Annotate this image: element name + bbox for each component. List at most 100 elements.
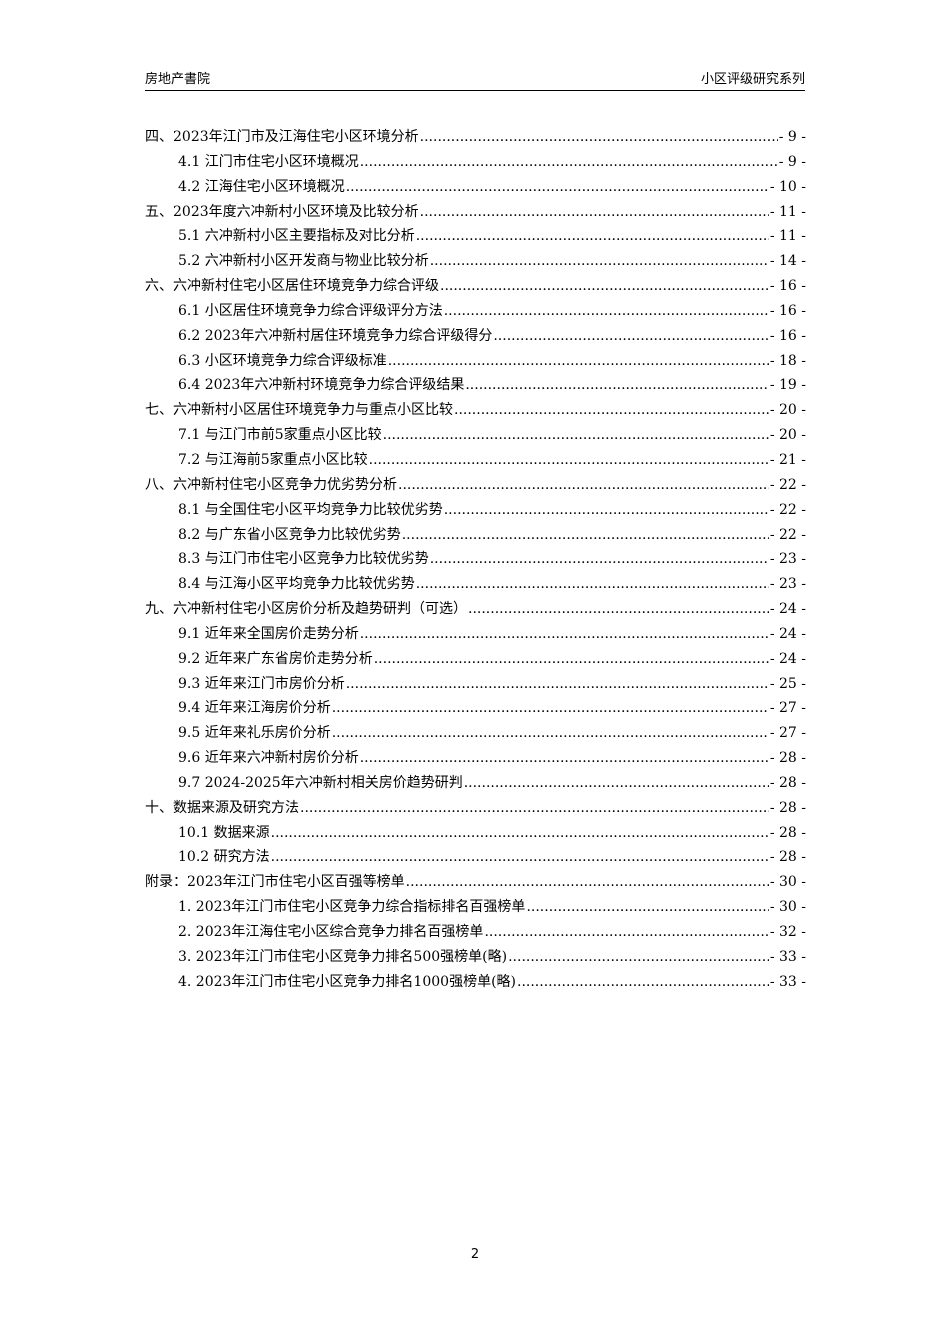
toc-entry-page: - 24 - bbox=[769, 650, 806, 667]
toc-entry-title: 4.1 江门市住宅小区环境概况 bbox=[178, 153, 359, 170]
toc-entry[interactable]: 6.1 小区居住环境竞争力综合评级评分方法 - 16 - bbox=[145, 300, 806, 325]
toc-entry-title: 附录：2023年江门市住宅小区百强等榜单 bbox=[145, 874, 405, 891]
toc-entry[interactable]: 8.4 与江海小区平均竞争力比较优劣势 - 23 - bbox=[145, 573, 806, 598]
toc-entry[interactable]: 六、六冲新村住宅小区居住环境竞争力综合评级 - 16 - bbox=[145, 275, 806, 300]
toc-entry[interactable]: 9.3 近年来江门市房价分析 - 25 - bbox=[145, 673, 806, 698]
toc-entry[interactable]: 9.1 近年来全国房价走势分析 - 24 - bbox=[145, 623, 806, 648]
dot-leader bbox=[430, 253, 769, 269]
dot-leader bbox=[346, 676, 769, 692]
dot-leader bbox=[444, 502, 769, 518]
toc-entry-page: - 20 - bbox=[769, 427, 806, 444]
toc-entry-page: - 19 - bbox=[769, 377, 806, 394]
toc-entry[interactable]: 9.6 近年来六冲新村房价分析 - 28 - bbox=[145, 747, 806, 772]
toc-entry-title: 8.4 与江海小区平均竞争力比较优劣势 bbox=[178, 576, 415, 593]
toc-entry-title: 七、六冲新村小区居住环境竞争力与重点小区比较 bbox=[145, 402, 453, 419]
toc-entry[interactable]: 1. 2023年江门市住宅小区竞争力综合指标排名百强榜单 - 30 - bbox=[145, 896, 806, 921]
table-of-contents: 四、2023年江门市及江海住宅小区环境分析- 9 -4.1 江门市住宅小区环境概… bbox=[145, 126, 806, 996]
toc-entry[interactable]: 4. 2023年江门市住宅小区竞争力排名1000强榜单(略) - 33 - bbox=[145, 971, 806, 996]
toc-entry[interactable]: 9.7 2024-2025年六冲新村相关房价趋势研判 - 28 - bbox=[145, 772, 806, 797]
toc-entry[interactable]: 8.2 与广东省小区竞争力比较优劣势 - 22 - bbox=[145, 524, 806, 549]
toc-entry[interactable]: 十、数据来源及研究方法 - 28 - bbox=[145, 797, 806, 822]
dot-leader bbox=[406, 874, 769, 890]
toc-entry-page: - 28 - bbox=[769, 824, 806, 841]
toc-entry-page: - 27 - bbox=[769, 725, 806, 742]
dot-leader bbox=[360, 750, 769, 766]
dot-leader bbox=[440, 278, 769, 294]
toc-entry-title: 六、六冲新村住宅小区居住环境竞争力综合评级 bbox=[145, 278, 439, 295]
toc-entry-title: 9.7 2024-2025年六冲新村相关房价趋势研判 bbox=[178, 774, 463, 791]
toc-entry[interactable]: 10.2 研究方法 - 28 - bbox=[145, 846, 806, 871]
toc-entry-title: 6.3 小区环境竞争力综合评级标准 bbox=[178, 352, 387, 369]
toc-entry-title: 9.2 近年来广东省房价走势分析 bbox=[178, 650, 373, 667]
toc-entry[interactable]: 8.3 与江门市住宅小区竞争力比较优劣势 - 23 - bbox=[145, 548, 806, 573]
toc-entry[interactable]: 五、2023年度六冲新村小区环境及比较分析 - 11 - bbox=[145, 201, 806, 226]
dot-leader bbox=[360, 154, 778, 170]
dot-leader bbox=[416, 576, 769, 592]
dot-leader bbox=[398, 477, 769, 493]
dot-leader bbox=[465, 377, 768, 393]
toc-entry-title: 十、数据来源及研究方法 bbox=[145, 799, 299, 816]
toc-entry-page: - 32 - bbox=[769, 924, 806, 940]
toc-entry-title: 8.2 与广东省小区竞争力比较优劣势 bbox=[178, 526, 401, 543]
toc-entry-title: 6.2 2023年六冲新村居住环境竞争力综合评级得分 bbox=[178, 327, 493, 344]
toc-entry[interactable]: 10.1 数据来源 - 28 - bbox=[145, 822, 806, 847]
toc-entry-title: 八、六冲新村住宅小区竞争力优劣势分析 bbox=[145, 476, 397, 493]
toc-entry[interactable]: 四、2023年江门市及江海住宅小区环境分析 - 9 - bbox=[145, 126, 806, 151]
toc-entry-page: - 16 - bbox=[769, 278, 806, 295]
header-left: 房地产書院 bbox=[145, 72, 211, 87]
toc-entry-page: - 24 - bbox=[769, 625, 806, 642]
toc-entry-page: - 25 - bbox=[769, 675, 806, 692]
dot-leader bbox=[369, 452, 769, 468]
page-header: 房地产書院 小区评级研究系列 bbox=[145, 66, 805, 91]
toc-entry[interactable]: 3. 2023年江门市住宅小区竞争力排名500强榜单(略) - 33 - bbox=[145, 946, 806, 971]
toc-entry-title: 3. 2023年江门市住宅小区竞争力排名500强榜单(略) bbox=[178, 948, 508, 965]
dot-leader bbox=[300, 800, 769, 816]
toc-entry-page: - 18 - bbox=[769, 352, 806, 369]
toc-entry[interactable]: 2. 2023年江海住宅小区综合竞争力排名百强榜单 - 32 - bbox=[145, 921, 806, 946]
toc-entry[interactable]: 附录：2023年江门市住宅小区百强等榜单 - 30 - bbox=[145, 871, 806, 896]
toc-entry[interactable]: 八、六冲新村住宅小区竞争力优劣势分析 - 22 - bbox=[145, 474, 806, 499]
toc-entry[interactable]: 5.2 六冲新村小区开发商与物业比较分析 - 14 - bbox=[145, 250, 806, 275]
dot-leader bbox=[444, 303, 769, 319]
toc-entry[interactable]: 9.2 近年来广东省房价走势分析 - 24 - bbox=[145, 648, 806, 673]
toc-entry-page: - 28 - bbox=[769, 750, 806, 767]
toc-entry[interactable]: 6.2 2023年六冲新村居住环境竞争力综合评级得分 - 16 - bbox=[145, 325, 806, 350]
dot-leader bbox=[332, 725, 769, 741]
toc-entry-page: - 14 - bbox=[769, 253, 806, 270]
dot-leader bbox=[454, 402, 769, 418]
toc-entry-title: 2. 2023年江海住宅小区综合竞争力排名百强榜单 bbox=[178, 924, 484, 940]
toc-entry-title: 7.2 与江海前5家重点小区比较 bbox=[178, 451, 368, 468]
dot-leader bbox=[383, 427, 769, 443]
dot-leader bbox=[388, 353, 769, 369]
toc-entry[interactable]: 6.4 2023年六冲新村环境竞争力综合评级结果 - 19 - bbox=[145, 374, 806, 399]
toc-entry-page: - 24 - bbox=[769, 601, 806, 618]
toc-entry-page: - 22 - bbox=[769, 476, 806, 493]
toc-entry[interactable]: 6.3 小区环境竞争力综合评级标准 - 18 - bbox=[145, 350, 806, 375]
dot-leader bbox=[468, 601, 769, 617]
toc-entry[interactable]: 9.5 近年来礼乐房价分析 - 27 - bbox=[145, 722, 806, 747]
toc-entry[interactable]: 9.4 近年来江海房价分析 - 27 - bbox=[145, 697, 806, 722]
dot-leader bbox=[402, 527, 769, 543]
toc-entry[interactable]: 7.2 与江海前5家重点小区比较 - 21 - bbox=[145, 449, 806, 474]
toc-entry-page: - 30 - bbox=[769, 899, 806, 916]
toc-entry-page: - 33 - bbox=[769, 973, 806, 990]
toc-entry-page: - 23 - bbox=[769, 551, 806, 568]
dot-leader bbox=[526, 899, 768, 915]
toc-entry[interactable]: 5.1 六冲新村小区主要指标及对比分析 - 11 - bbox=[145, 225, 806, 250]
toc-entry[interactable]: 8.1 与全国住宅小区平均竞争力比较优劣势 - 22 - bbox=[145, 499, 806, 524]
toc-entry-page: - 22 - bbox=[769, 501, 806, 518]
dot-leader bbox=[332, 700, 769, 716]
toc-entry-page: - 21 - bbox=[769, 451, 806, 468]
toc-entry[interactable]: 4.1 江门市住宅小区环境概况 - 9 - bbox=[145, 151, 806, 176]
dot-leader bbox=[517, 974, 769, 990]
dot-leader bbox=[374, 651, 769, 667]
toc-entry-page: - 16 - bbox=[769, 302, 806, 319]
toc-entry[interactable]: 七、六冲新村小区居住环境竞争力与重点小区比较 - 20 - bbox=[145, 399, 806, 424]
toc-entry[interactable]: 九、六冲新村住宅小区房价分析及趋势研判（可选） - 24 - bbox=[145, 598, 806, 623]
dot-leader bbox=[493, 328, 768, 344]
toc-entry[interactable]: 7.1 与江门市前5家重点小区比较 - 20 - bbox=[145, 424, 806, 449]
toc-entry-page: - 28 - bbox=[769, 849, 806, 866]
toc-entry-title: 10.2 研究方法 bbox=[178, 849, 270, 866]
toc-entry[interactable]: 4.2 江海住宅小区环境概况 - 10 - bbox=[145, 176, 806, 201]
toc-entry-page: - 16 - bbox=[769, 327, 806, 344]
